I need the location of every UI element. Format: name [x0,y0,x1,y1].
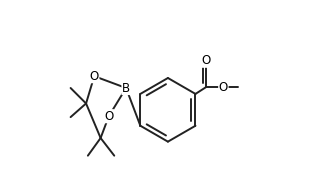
Text: O: O [219,81,228,94]
Text: O: O [89,70,99,83]
Text: O: O [104,110,113,123]
Text: B: B [122,81,130,95]
Text: O: O [202,54,211,67]
